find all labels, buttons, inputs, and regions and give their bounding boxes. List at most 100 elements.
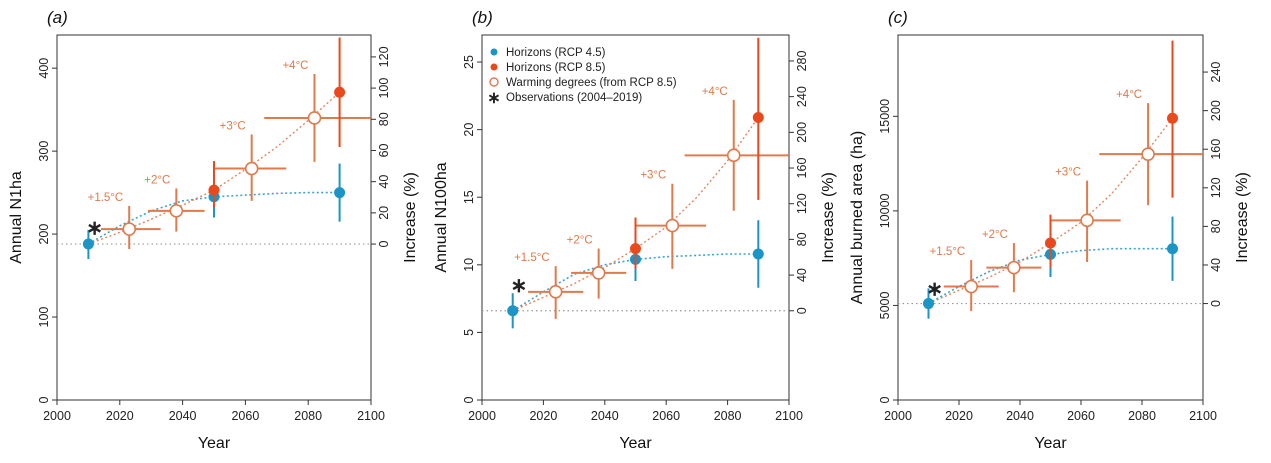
warming-label: +2°C: [567, 235, 593, 247]
x-tick-label: 2000: [884, 409, 912, 423]
warming-point: [1007, 260, 1021, 275]
rcp45-point: [752, 248, 764, 260]
y-tick-label: 25: [462, 55, 476, 69]
warming-point: [1080, 213, 1094, 228]
warming-point: [122, 222, 137, 236]
observation-marker: ∗: [926, 278, 943, 300]
right-tick-label: 200: [795, 122, 809, 143]
warming-point: [548, 285, 563, 299]
right-tick-label: 40: [377, 175, 391, 189]
y-axis-label: Annual burned area (ha): [849, 131, 866, 304]
y-tick-label: 10: [462, 258, 476, 272]
x-tick-label: 2040: [591, 409, 619, 423]
legend-obs-marker: ∗: [487, 90, 500, 107]
y-tick-label: 200: [37, 224, 51, 245]
right-tick-label: 40: [1209, 258, 1223, 272]
x-tick-label: 2020: [529, 409, 557, 423]
warming-point: [964, 279, 979, 294]
right-tick-label: 240: [795, 86, 809, 107]
y-axis-label: Annual N1ha: [8, 171, 25, 264]
right-tick-label: 240: [1209, 62, 1223, 83]
y-tick-label: 100: [37, 307, 51, 328]
warming-point: [591, 266, 606, 280]
right-tick-label: 40: [795, 268, 809, 282]
x-tick-label: 2040: [1006, 409, 1034, 423]
x-tick-label: 2080: [714, 409, 742, 423]
warming-label: +4°C: [282, 60, 308, 72]
panel-label: (b): [472, 8, 493, 27]
rcp85-point: [208, 184, 220, 196]
panel-2: (b)2000 2020 2040 2060 2080 2100Year051015202…: [433, 8, 837, 452]
rcp45-point: [923, 298, 934, 310]
right-axis-label: Increase (%): [402, 172, 419, 263]
warming-label: +4°C: [702, 86, 728, 98]
right-tick-label: 160: [1209, 139, 1223, 160]
x-tick-label: 2020: [945, 409, 973, 423]
x-tick-label: 2000: [468, 409, 496, 423]
rcp85-point: [1045, 237, 1056, 249]
x-tick-label: 2080: [1128, 409, 1156, 423]
x-axis-label: Year: [619, 435, 652, 452]
right-tick-label: 120: [795, 193, 809, 214]
right-tick-label: 80: [377, 112, 391, 126]
y-tick-label: 400: [37, 58, 51, 79]
right-tick-label: 160: [795, 158, 809, 179]
x-tick-label: 2040: [169, 409, 197, 423]
rcp45-trend-line: [512, 253, 759, 312]
y-tick-label: 300: [37, 141, 51, 162]
legend-warming-marker: [489, 77, 499, 87]
warming-point: [307, 111, 322, 125]
rcp45-point: [1167, 243, 1178, 255]
x-tick-label: 2100: [1189, 409, 1217, 423]
y-tick-label: 5: [462, 329, 476, 336]
right-axis-label: Increase (%): [1234, 172, 1251, 263]
right-tick-label: 80: [795, 232, 809, 246]
right-tick-label: 0: [795, 307, 809, 314]
warming-label: +1.5°C: [514, 252, 550, 264]
panel-3: (c)2000 2020 2040 2060 2080 2100Year050001000…: [849, 8, 1251, 452]
rcp85-trend-line: [512, 117, 759, 312]
rcp85-point: [630, 243, 641, 255]
plot-frame: [481, 34, 790, 401]
right-tick-label: 60: [377, 143, 391, 157]
right-tick-label: 80: [1209, 219, 1223, 233]
legend-label: Observations (2004–2019): [506, 92, 642, 104]
right-axis-label: Increase (%): [820, 172, 837, 263]
panel-1: (a)2000 2020 2040 2060 2080 2100Year010020030…: [8, 8, 419, 452]
rcp85-point: [334, 86, 346, 98]
warming-label: +2°C: [144, 174, 170, 186]
legend-rcp85-marker: [490, 63, 498, 71]
legend-label: Horizons (RCP 8.5): [506, 62, 606, 74]
x-axis-label: Year: [198, 435, 231, 452]
legend: Horizons (RCP 4.5) Horizons (RCP 8.5) Warm…: [487, 47, 677, 107]
panel-label: (a): [47, 8, 68, 27]
y-axis-label: Annual N100ha: [433, 162, 450, 272]
right-tick-label: 100: [377, 78, 391, 99]
x-tick-label: 2020: [106, 409, 134, 423]
x-tick-label: 2060: [1067, 409, 1095, 423]
observation-marker: ∗: [510, 275, 527, 297]
right-tick-label: 120: [1209, 177, 1223, 198]
legend-label: Horizons (RCP 4.5): [506, 47, 606, 59]
rcp45-point: [82, 238, 94, 250]
legend-rcp45-marker: [490, 48, 498, 56]
warming-label: +1.5°C: [88, 192, 124, 204]
y-tick-label: 0: [37, 396, 51, 403]
warming-point: [1141, 147, 1155, 161]
warming-label: +1.5°C: [930, 246, 966, 258]
rcp45-point: [507, 305, 519, 317]
plot-frame: [56, 34, 372, 401]
x-tick-label: 2080: [294, 409, 322, 423]
warming-point: [169, 204, 184, 218]
warming-point: [244, 161, 259, 176]
x-tick-label: 2060: [652, 409, 680, 423]
y-tick-label: 0: [462, 396, 476, 403]
right-tick-label: 20: [377, 206, 391, 220]
x-tick-label: 2100: [357, 409, 385, 423]
y-tick-label: 0: [878, 396, 892, 403]
panel-label: (c): [888, 8, 908, 27]
legend-label: Warming degrees (from RCP 8.5): [506, 77, 677, 89]
right-tick-label: 0: [377, 241, 391, 248]
y-tick-label: 20: [462, 123, 476, 137]
